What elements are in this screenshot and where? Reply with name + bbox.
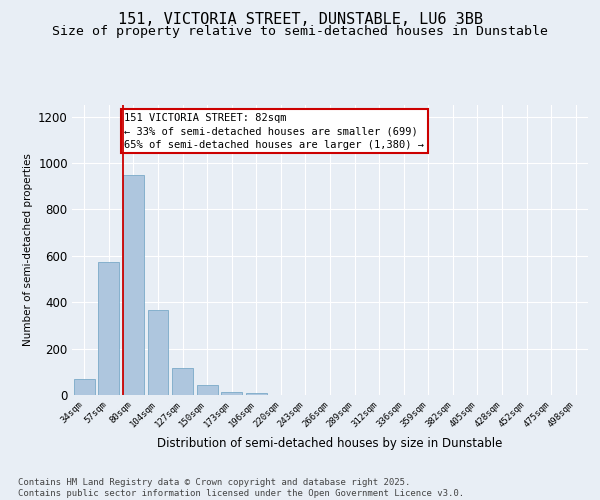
Y-axis label: Number of semi-detached properties: Number of semi-detached properties bbox=[23, 154, 32, 346]
Bar bbox=[148, 310, 169, 395]
Bar bbox=[74, 379, 95, 395]
Bar bbox=[123, 174, 144, 395]
Text: Size of property relative to semi-detached houses in Dunstable: Size of property relative to semi-detach… bbox=[52, 25, 548, 38]
Bar bbox=[221, 392, 242, 395]
Bar bbox=[98, 262, 119, 395]
Bar bbox=[246, 393, 267, 395]
Text: 151, VICTORIA STREET, DUNSTABLE, LU6 3BB: 151, VICTORIA STREET, DUNSTABLE, LU6 3BB bbox=[118, 12, 482, 28]
Bar bbox=[172, 368, 193, 395]
Text: Contains HM Land Registry data © Crown copyright and database right 2025.
Contai: Contains HM Land Registry data © Crown c… bbox=[18, 478, 464, 498]
Bar bbox=[197, 384, 218, 395]
X-axis label: Distribution of semi-detached houses by size in Dunstable: Distribution of semi-detached houses by … bbox=[157, 438, 503, 450]
Text: 151 VICTORIA STREET: 82sqm
← 33% of semi-detached houses are smaller (699)
65% o: 151 VICTORIA STREET: 82sqm ← 33% of semi… bbox=[124, 113, 424, 150]
